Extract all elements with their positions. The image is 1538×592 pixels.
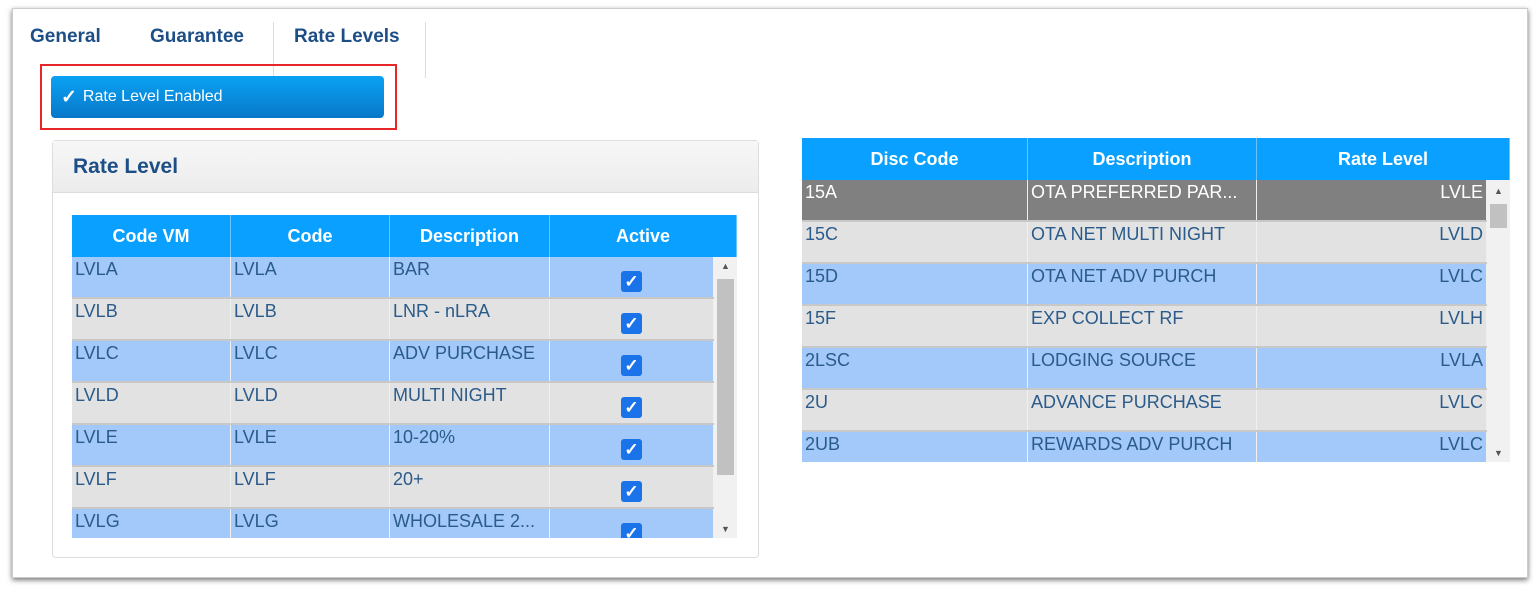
cell-code-vm: LVLB	[72, 299, 231, 339]
rate-level-enabled-toggle[interactable]: ✓ Rate Level Enabled	[51, 76, 384, 118]
active-checkbox[interactable]: ✓	[621, 397, 642, 418]
cell-code-vm: LVLC	[72, 341, 231, 381]
active-checkbox[interactable]: ✓	[621, 523, 642, 538]
cell-active: ✓	[550, 383, 714, 423]
cell-rate-level: LVLD	[1257, 222, 1487, 262]
cell-active: ✓	[550, 257, 714, 297]
cell-rate-level: LVLC	[1257, 390, 1487, 430]
cell-code: LVLD	[231, 383, 390, 423]
cell-description: 10-20%	[390, 425, 550, 465]
cell-code-vm: LVLF	[72, 467, 231, 507]
cell-code: LVLA	[231, 257, 390, 297]
cell-code-vm: LVLG	[72, 509, 231, 538]
scroll-up-icon[interactable]: ▲	[1494, 186, 1503, 196]
active-checkbox[interactable]: ✓	[621, 313, 642, 334]
cell-description: EXP COLLECT RF	[1028, 306, 1257, 346]
cell-description: ADV PURCHASE	[390, 341, 550, 381]
active-checkbox[interactable]: ✓	[621, 481, 642, 502]
cell-description: OTA NET ADV PURCH	[1028, 264, 1257, 304]
column-header[interactable]: Code VM	[72, 215, 231, 257]
scroll-up-icon[interactable]: ▲	[721, 261, 730, 271]
cell-active: ✓	[550, 425, 714, 465]
cell-rate-level: LVLC	[1257, 264, 1487, 304]
active-checkbox[interactable]: ✓	[621, 439, 642, 460]
tab-divider	[425, 22, 426, 78]
table-row[interactable]: 2UB REWARDS ADV PURCH LVLC	[802, 432, 1487, 462]
tab-guarantee[interactable]: Guarantee	[150, 26, 244, 47]
cell-active: ✓	[550, 341, 714, 381]
scroll-down-icon[interactable]: ▼	[721, 524, 730, 534]
table-row[interactable]: LVLD LVLD MULTI NIGHT ✓	[72, 383, 714, 425]
cell-disc-code: 2UB	[802, 432, 1028, 462]
cell-disc-code: 15D	[802, 264, 1028, 304]
table-header: Code VM Code Description Active	[72, 215, 737, 257]
scrollbar[interactable]: ▲ ▼	[1487, 180, 1510, 462]
cell-active: ✓	[550, 299, 714, 339]
cell-disc-code: 2LSC	[802, 348, 1028, 388]
cell-active: ✓	[550, 467, 714, 507]
cell-code-vm: LVLA	[72, 257, 231, 297]
cell-disc-code: 15A	[802, 180, 1028, 220]
cell-description: LODGING SOURCE	[1028, 348, 1257, 388]
table-row[interactable]: 2U ADVANCE PURCHASE LVLC	[802, 390, 1487, 432]
cell-description: OTA PREFERRED PAR...	[1028, 180, 1257, 220]
table-header: Disc Code Description Rate Level	[802, 138, 1510, 180]
tab-divider	[273, 22, 274, 78]
cell-code-vm: LVLE	[72, 425, 231, 465]
cell-description: LNR - nLRA	[390, 299, 550, 339]
table-row[interactable]: LVLG LVLG WHOLESALE 2... ✓	[72, 509, 714, 538]
scroll-down-icon[interactable]: ▼	[1494, 448, 1503, 458]
cell-rate-level: LVLC	[1257, 432, 1487, 462]
column-header[interactable]: Description	[390, 215, 550, 257]
table-row[interactable]: 15F EXP COLLECT RF LVLH	[802, 306, 1487, 348]
cell-disc-code: 15C	[802, 222, 1028, 262]
table-row[interactable]: LVLF LVLF 20+ ✓	[72, 467, 714, 509]
table-row[interactable]: 15C OTA NET MULTI NIGHT LVLD	[802, 222, 1487, 264]
column-header[interactable]: Code	[231, 215, 390, 257]
cell-description: MULTI NIGHT	[390, 383, 550, 423]
cell-rate-level: LVLA	[1257, 348, 1487, 388]
cell-description: BAR	[390, 257, 550, 297]
highlight-box	[40, 64, 397, 130]
table-row[interactable]: LVLC LVLC ADV PURCHASE ✓	[72, 341, 714, 383]
cell-disc-code: 15F	[802, 306, 1028, 346]
cell-description: ADVANCE PURCHASE	[1028, 390, 1257, 430]
table-row[interactable]: 2LSC LODGING SOURCE LVLA	[802, 348, 1487, 390]
cell-description: 20+	[390, 467, 550, 507]
cell-code: LVLC	[231, 341, 390, 381]
cell-rate-level: LVLE	[1257, 180, 1487, 220]
table-row[interactable]: 15D OTA NET ADV PURCH LVLC	[802, 264, 1487, 306]
scrollbar[interactable]: ▲ ▼	[714, 257, 737, 538]
scrollbar-thumb[interactable]	[717, 279, 734, 475]
cell-disc-code: 2U	[802, 390, 1028, 430]
cell-code: LVLG	[231, 509, 390, 538]
cell-code: LVLE	[231, 425, 390, 465]
cell-code: LVLB	[231, 299, 390, 339]
cell-rate-level: LVLH	[1257, 306, 1487, 346]
tab-general[interactable]: General	[30, 26, 101, 47]
table-row[interactable]: LVLA LVLA BAR ✓	[72, 257, 714, 299]
cell-code: LVLF	[231, 467, 390, 507]
active-checkbox[interactable]: ✓	[621, 355, 642, 376]
table-row[interactable]: LVLB LVLB LNR - nLRA ✓	[72, 299, 714, 341]
cell-active: ✓	[550, 509, 714, 538]
rate-level-enabled-label: Rate Level Enabled	[82, 88, 223, 105]
check-icon: ✓	[61, 86, 77, 108]
active-checkbox[interactable]: ✓	[621, 271, 642, 292]
disc-code-table: Disc Code Description Rate Level 15A OTA …	[802, 138, 1510, 462]
column-header[interactable]: Description	[1028, 138, 1257, 180]
column-header[interactable]: Disc Code	[802, 138, 1028, 180]
cell-code-vm: LVLD	[72, 383, 231, 423]
panel-title: Rate Level	[53, 141, 758, 193]
tab-rate-levels[interactable]: Rate Levels	[294, 26, 400, 47]
table-row[interactable]: LVLE LVLE 10-20% ✓	[72, 425, 714, 467]
cell-description: WHOLESALE 2...	[390, 509, 550, 538]
rate-level-table: Code VM Code Description Active LVLA LVLA…	[72, 215, 737, 538]
cell-description: REWARDS ADV PURCH	[1028, 432, 1257, 462]
column-header[interactable]: Active	[550, 215, 737, 257]
table-row[interactable]: 15A OTA PREFERRED PAR... LVLE	[802, 180, 1487, 222]
cell-description: OTA NET MULTI NIGHT	[1028, 222, 1257, 262]
column-header[interactable]: Rate Level	[1257, 138, 1510, 180]
scrollbar-thumb[interactable]	[1490, 204, 1507, 228]
